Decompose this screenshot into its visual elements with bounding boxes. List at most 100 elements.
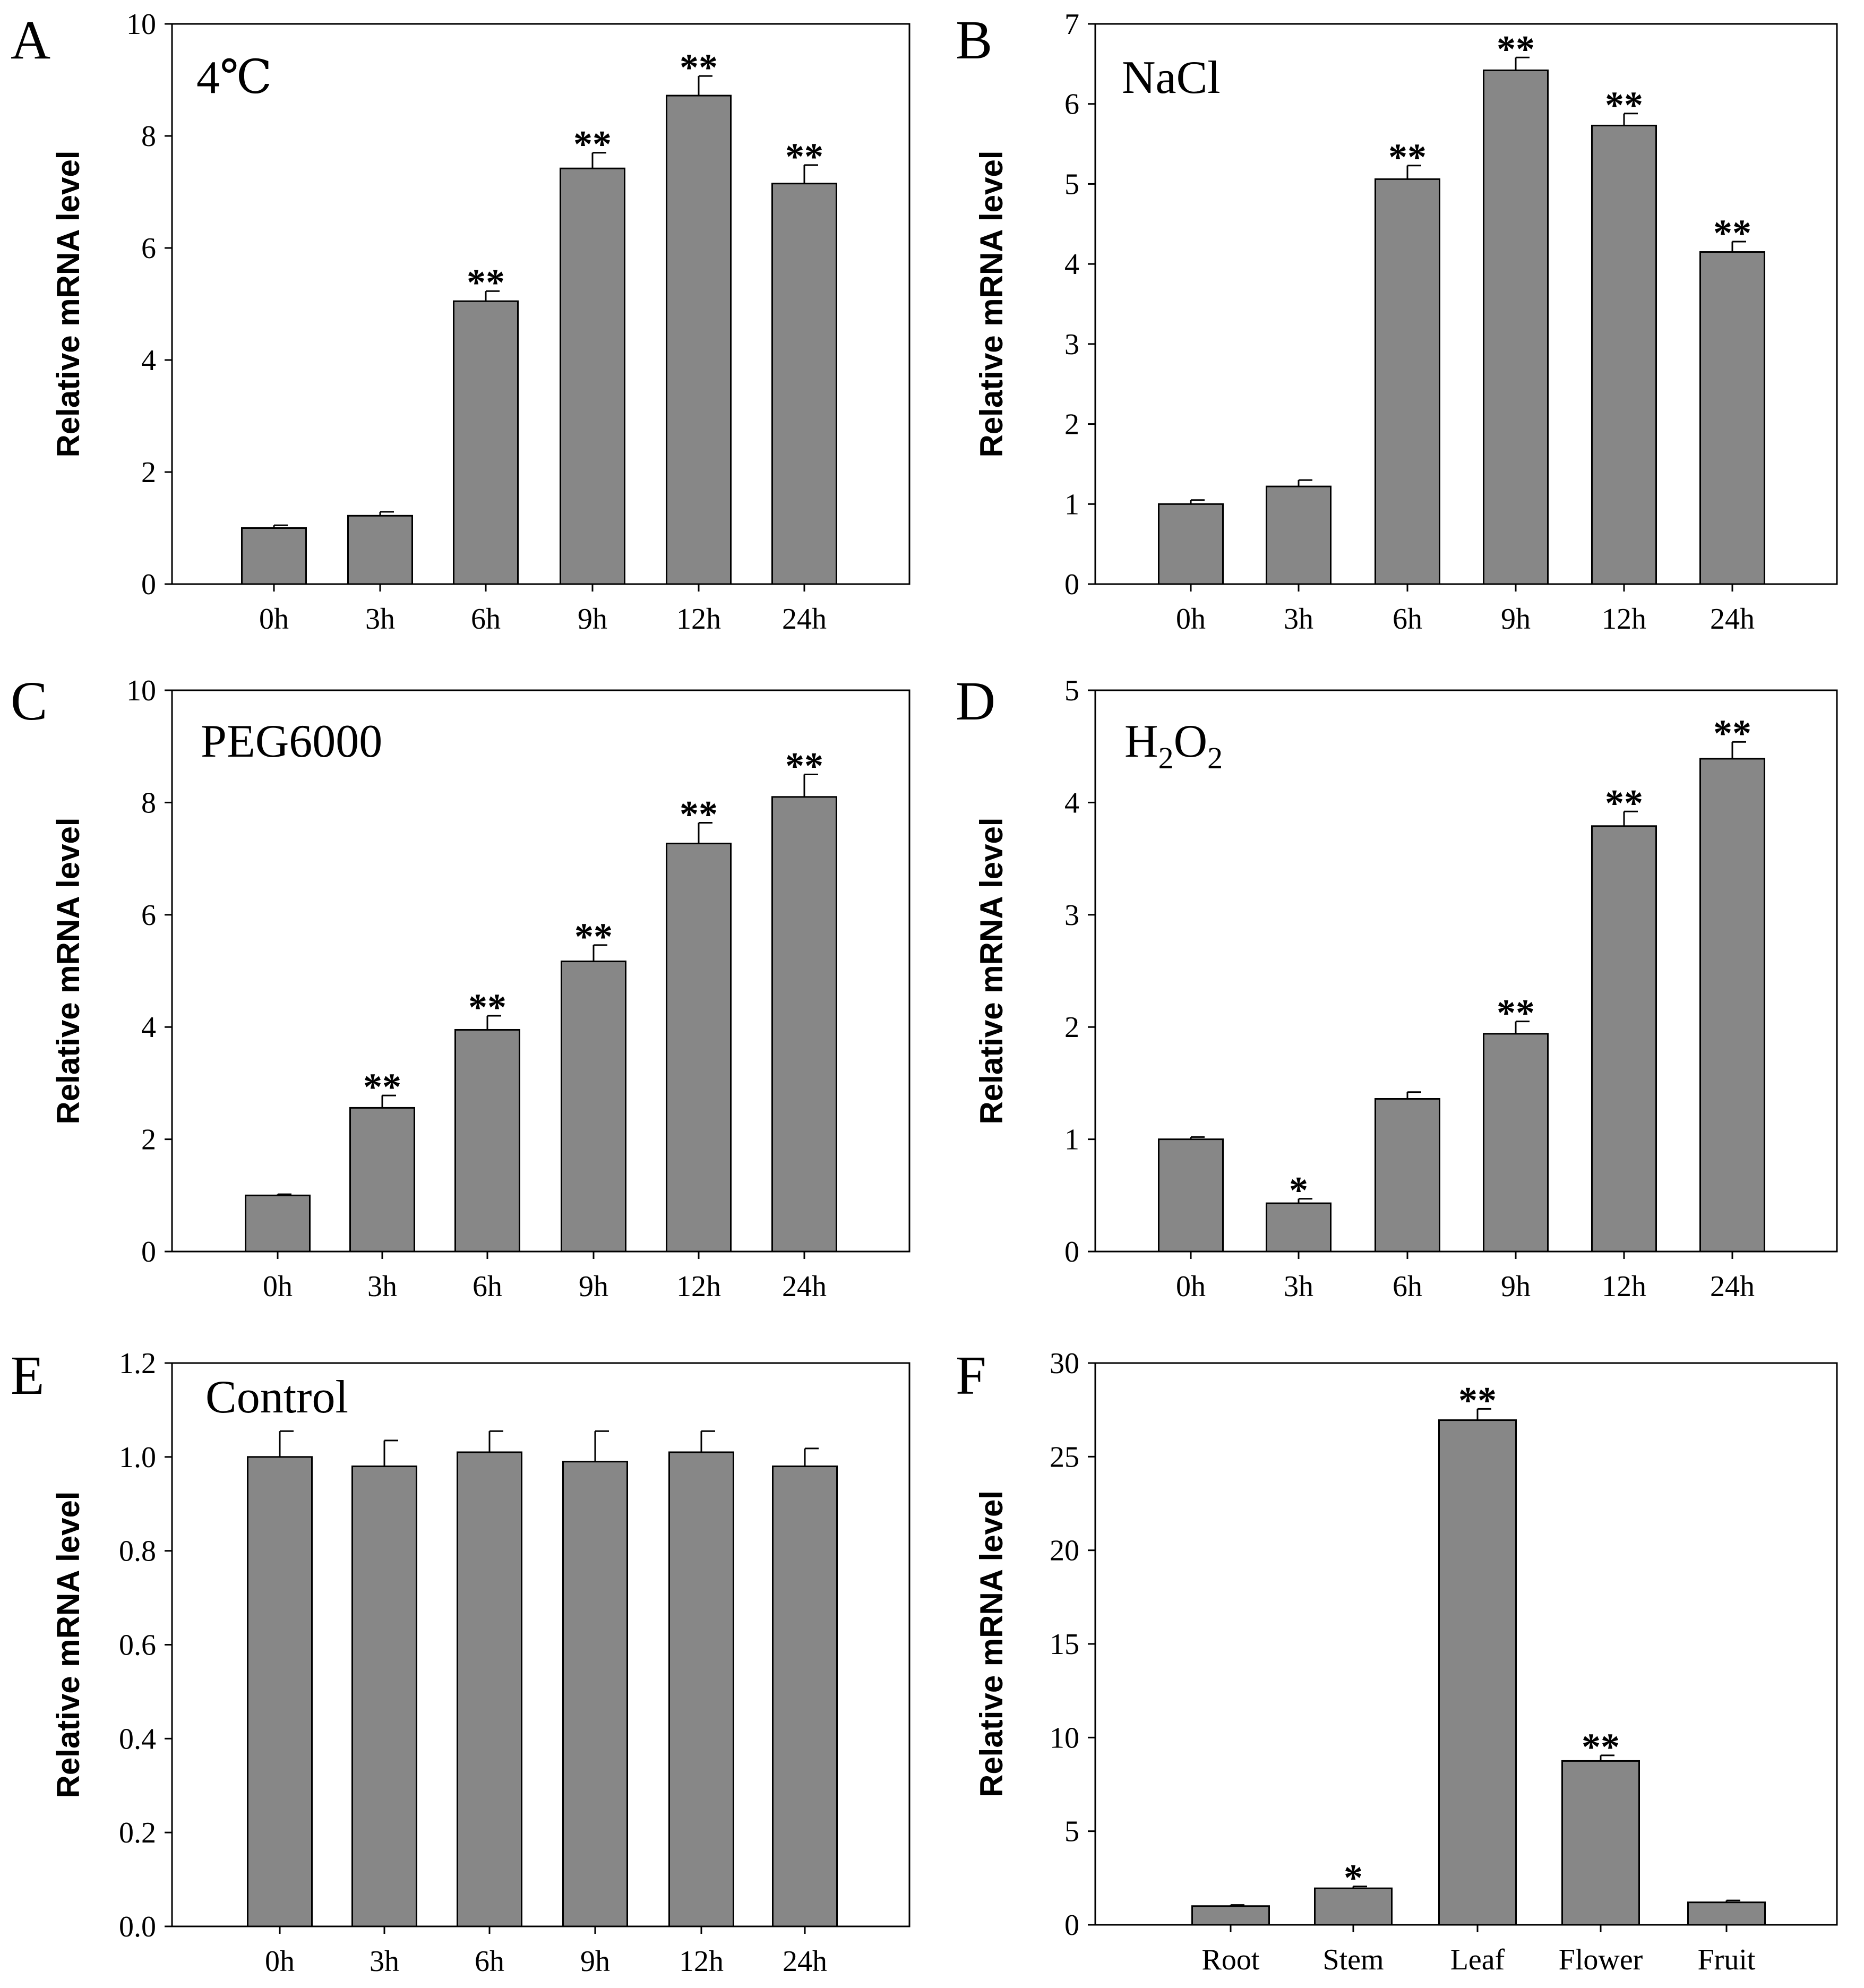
x-tick-label: 12h xyxy=(676,603,721,636)
panel-title: PEG6000 xyxy=(201,716,382,767)
y-tick-label: 0 xyxy=(1064,1909,1079,1942)
y-tick-label: 4 xyxy=(1064,248,1079,281)
y-tick-label: 15 xyxy=(1050,1628,1079,1661)
x-tick-label: 12h xyxy=(679,1945,724,1978)
title-mid: O xyxy=(1174,716,1208,767)
bar xyxy=(1483,1033,1549,1253)
y-tick-label: 0 xyxy=(141,568,156,601)
significance-label: ** xyxy=(363,1066,401,1108)
x-tick-label: 9h xyxy=(578,603,607,636)
y-axis-label: Relative mRNA level xyxy=(974,817,1009,1124)
title-main: NaCl xyxy=(1122,52,1221,104)
title-main: 4℃ xyxy=(196,52,272,104)
x-tick-label: 6h xyxy=(473,1270,502,1303)
y-tick-label: 1 xyxy=(1064,488,1079,521)
y-tick-label: 0.8 xyxy=(119,1535,156,1568)
x-tick-label: 9h xyxy=(579,1270,608,1303)
x-tick-label: 3h xyxy=(1284,603,1313,636)
y-tick-label: 8 xyxy=(141,786,156,819)
significance-label: ** xyxy=(573,123,612,166)
x-tick-label: 6h xyxy=(1393,1270,1422,1303)
y-tick-label: 10 xyxy=(126,8,156,41)
y-tick-label: 10 xyxy=(126,674,156,707)
panel-letter: A xyxy=(11,10,50,71)
x-tick-label: 9h xyxy=(1501,1270,1531,1303)
y-tick-label: 0 xyxy=(141,1236,156,1269)
title-main: Control xyxy=(205,1372,348,1423)
y-tick-label: 1.2 xyxy=(119,1347,156,1380)
y-axis-label: Relative mRNA level xyxy=(974,1490,1009,1797)
y-tick-label: 5 xyxy=(1064,168,1079,201)
y-tick-label: 25 xyxy=(1050,1441,1079,1473)
panel-letter: E xyxy=(11,1345,45,1406)
x-tick-label: 0h xyxy=(259,603,289,636)
significance-label: ** xyxy=(785,745,823,787)
bar xyxy=(1375,1098,1440,1253)
y-tick-label: 4 xyxy=(1064,786,1079,819)
bar xyxy=(351,1466,417,1927)
plot-frame xyxy=(171,689,910,1253)
bar xyxy=(1699,758,1765,1253)
bar xyxy=(1591,825,1657,1253)
x-tick-label: Flower xyxy=(1559,1943,1643,1976)
significance-label: ** xyxy=(1388,136,1427,178)
x-tick-label: Leaf xyxy=(1450,1943,1505,1976)
x-tick-label: 24h xyxy=(782,603,827,636)
significance-label: ** xyxy=(1497,28,1535,70)
x-tick-label: 24h xyxy=(782,1270,827,1303)
bar xyxy=(457,1451,522,1927)
y-tick-label: 0.2 xyxy=(119,1816,156,1849)
title-subscript: 2 xyxy=(1158,741,1174,775)
x-tick-label: 0h xyxy=(265,1945,295,1978)
bar xyxy=(562,1461,628,1927)
y-tick-label: 6 xyxy=(141,899,156,932)
title-main: H xyxy=(1124,716,1158,767)
bar xyxy=(1699,251,1765,585)
y-tick-label: 1.0 xyxy=(119,1441,156,1474)
bar xyxy=(666,95,732,585)
bar xyxy=(772,1466,838,1927)
y-tick-label: 2 xyxy=(1064,1011,1079,1044)
y-tick-label: 3 xyxy=(1064,328,1079,361)
x-tick-label: 12h xyxy=(1602,603,1646,636)
panel-letter: D xyxy=(956,671,995,732)
x-tick-label: 6h xyxy=(471,603,501,636)
bar xyxy=(241,527,307,585)
bar xyxy=(771,796,837,1253)
panel-title: NaCl xyxy=(1122,52,1221,104)
y-tick-label: 0 xyxy=(1064,1236,1079,1269)
bar xyxy=(666,843,732,1253)
title-subscript-2: 2 xyxy=(1207,741,1223,775)
significance-label: ** xyxy=(1582,1726,1620,1768)
title-main: PEG6000 xyxy=(201,716,382,767)
significance-label: ** xyxy=(1605,782,1643,824)
bar xyxy=(1266,485,1332,585)
bar xyxy=(1438,1419,1517,1926)
y-tick-label: 0.4 xyxy=(119,1723,156,1755)
bar xyxy=(1561,1760,1640,1926)
panel-letter: C xyxy=(11,671,47,732)
y-tick-label: 20 xyxy=(1050,1535,1079,1567)
significance-label: ** xyxy=(1713,212,1751,254)
y-tick-label: 5 xyxy=(1064,674,1079,707)
y-axis-label: Relative mRNA level xyxy=(50,817,86,1124)
plot-frame xyxy=(1094,23,1838,585)
bar xyxy=(453,300,519,585)
y-tick-label: 6 xyxy=(141,232,156,265)
panel-letter: F xyxy=(956,1345,986,1406)
x-tick-label: 12h xyxy=(676,1270,721,1303)
y-tick-label: 7 xyxy=(1064,8,1079,41)
bar xyxy=(560,167,625,585)
y-tick-label: 6 xyxy=(1064,88,1079,121)
panel-a: A 0 2 4 6 8 10 Relative mRNA level 4℃ 0h 3h 6h ** 9h *… xyxy=(11,8,910,636)
x-tick-label: 3h xyxy=(370,1945,399,1978)
bar xyxy=(1483,69,1549,585)
panel-b: B 0 1 2 3 4 5 6 7 Relative mRNA level NaCl 0h 3h 6h **… xyxy=(956,8,1838,636)
x-tick-label: 3h xyxy=(367,1270,397,1303)
x-tick-label: 3h xyxy=(1284,1270,1313,1303)
y-axis-label: Relative mRNA level xyxy=(50,150,86,457)
y-tick-label: 4 xyxy=(141,1011,156,1044)
bar xyxy=(454,1029,520,1253)
x-tick-label: 6h xyxy=(475,1945,504,1978)
